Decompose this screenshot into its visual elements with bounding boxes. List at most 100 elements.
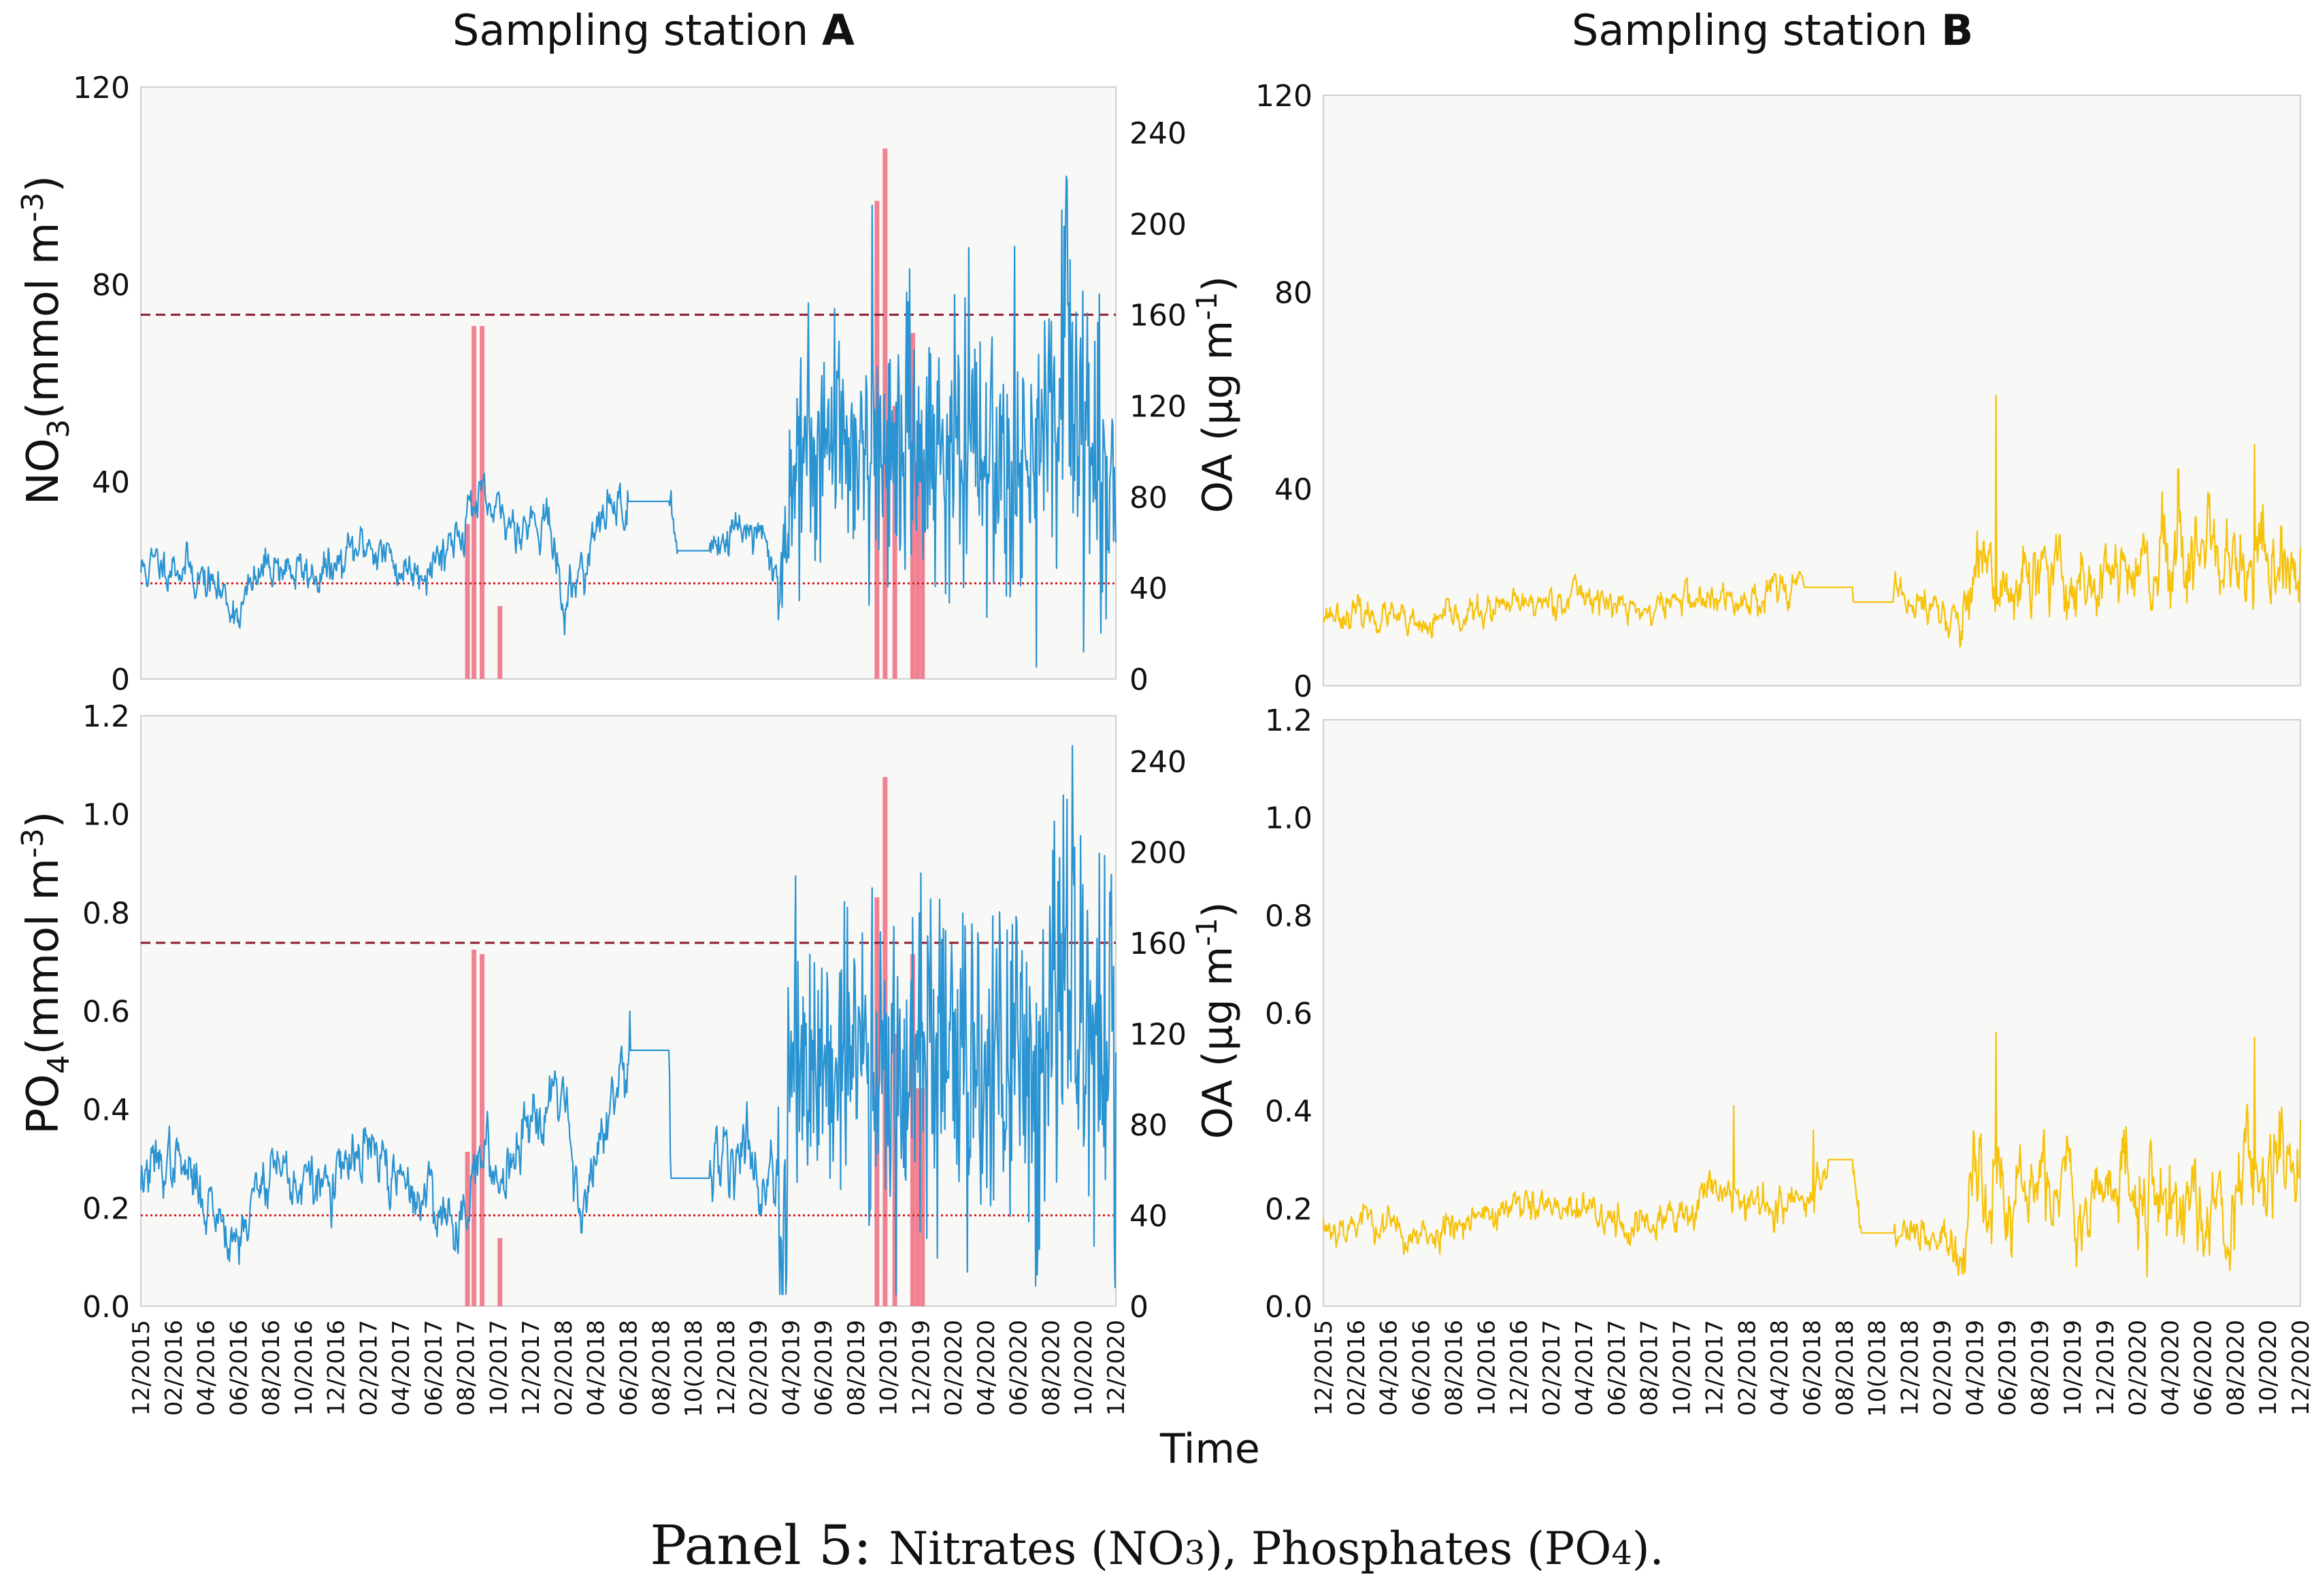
oa-bar: [920, 460, 925, 679]
figure-caption: Panel 5: Nitrates (NO3), Phosphates (PO4…: [650, 1514, 1664, 1577]
y-tick-label: 0.8: [1265, 899, 1312, 933]
oa-bar: [920, 1088, 925, 1306]
x-tick-label: 04/2020: [2158, 1320, 2185, 1416]
x-tick-label: 12/2017: [1701, 1320, 1728, 1416]
series-line: [139, 745, 1117, 1295]
x-tick-label: 12/2018: [713, 1320, 740, 1416]
x-tick-label: 10/2017: [1669, 1320, 1696, 1416]
x-tick-label: 08/2020: [2222, 1320, 2249, 1416]
x-tick-label: 04/2016: [1376, 1320, 1403, 1416]
x-tick-label: 12/2016: [323, 1320, 350, 1416]
y-tick-label: 40: [92, 465, 130, 500]
oa-tick-label: 0: [1129, 663, 1148, 697]
x-tick-label: 10/2017: [485, 1320, 512, 1416]
x-tick-label: 08/2019: [2027, 1320, 2054, 1416]
x-tick-label: 10/2020: [1070, 1320, 1097, 1416]
x-tick-label: 08/2017: [453, 1320, 480, 1416]
oa-bar: [497, 605, 503, 679]
oa-bar: [892, 405, 897, 679]
oa-bar: [472, 326, 477, 679]
x-tick-label: 06/2016: [225, 1320, 252, 1416]
oa-bar: [480, 954, 485, 1306]
x-tick-label: 02/2018: [1734, 1320, 1761, 1416]
x-tick-label: 06/2016: [1408, 1320, 1436, 1416]
axis-labels: NO3(mmol m-3) PO4(mmol m-3) OA (µg m-1) …: [16, 176, 1242, 1140]
x-tick-label: 12/2020: [1103, 1320, 1130, 1416]
x-tick-label: 04/2019: [1962, 1320, 1989, 1416]
x-tick-label: 06/2017: [420, 1320, 448, 1416]
chart-po4-station-b: 0.00.20.40.60.81.01.212/2015 02/2016 04/20…: [1265, 703, 2314, 1417]
x-tick-label: 06/2019: [810, 1320, 838, 1416]
oa-bar: [465, 524, 470, 679]
x-tick-label: 06/2018: [1799, 1320, 1826, 1416]
y-tick-label: 0.0: [82, 1290, 130, 1325]
x-tick-label: 10(2018: [1864, 1320, 1891, 1417]
chart-po4-station-a: 0.0 0.2 0.4 0.6 0.8 1.0 1.2 0 40 80 120 160 200 240 12…: [82, 699, 1187, 1417]
oa-tick-label: 0: [1129, 1290, 1148, 1325]
x-tick-label: 02/2019: [1929, 1320, 1956, 1416]
x-tick-label: 02/2018: [550, 1320, 578, 1416]
x-tick-label: 08/2019: [843, 1320, 870, 1416]
y-tick-label: 0: [111, 663, 130, 697]
station-a-title: Sampling station A: [452, 5, 855, 55]
plot-area: [1323, 719, 2301, 1307]
series-line: [1322, 1031, 2302, 1278]
x-tick-label: 02/2016: [1343, 1320, 1370, 1416]
x-tick-label: 02/2017: [355, 1320, 382, 1416]
y-tick-label: 1.0: [82, 798, 130, 833]
oa-tick-label: 120: [1129, 389, 1187, 424]
x-tick-label: 02/2019: [746, 1320, 773, 1416]
station-b-title: Sampling station B: [1572, 5, 1974, 55]
x-tick-label: 08/2018: [648, 1320, 675, 1416]
oa-bar: [915, 1088, 921, 1306]
y-tick-label: 0.4: [82, 1093, 130, 1128]
y-tick-label: 0.6: [82, 995, 130, 1029]
x-tick-label: 10/2019: [2060, 1320, 2087, 1416]
x-tick-label: 06/2020: [2189, 1320, 2217, 1416]
oa-tick-label: 40: [1129, 571, 1168, 606]
x-tick-label: 10(2018: [680, 1320, 708, 1417]
x-tick-label: 06/2018: [616, 1320, 643, 1416]
x-tick-label: 08/2017: [1636, 1320, 1664, 1416]
oa-tick-label: 240: [1129, 116, 1187, 151]
x-tick-label: 10/2019: [876, 1320, 903, 1416]
x-tick-label: 12/2019: [2092, 1320, 2119, 1416]
y-tick-label: 1.2: [1265, 703, 1312, 738]
y-tick-label: 0.0: [1265, 1290, 1312, 1325]
x-tick-label: 04/2017: [388, 1320, 415, 1416]
oa-bar: [472, 949, 477, 1306]
oa-tick-label: 40: [1129, 1199, 1168, 1233]
x-tick-label: 04/2018: [583, 1320, 610, 1416]
oa-tick-label: 240: [1129, 745, 1187, 780]
x-tick-label: 04/2016: [193, 1320, 220, 1416]
oa-tick-label: 160: [1129, 299, 1187, 333]
y-tick-label: 0.8: [82, 896, 130, 931]
oa-tick-label: 80: [1129, 1108, 1168, 1143]
oa-bar: [882, 148, 888, 679]
y-tick-label: 120: [73, 71, 130, 105]
y-tick-label: 0.4: [1265, 1095, 1312, 1129]
no3-axis-label: NO3(mmol m-3): [16, 176, 76, 505]
series-line: [1322, 395, 2302, 648]
series-line: [139, 176, 1117, 668]
x-tick-label: 06/2017: [1604, 1320, 1631, 1416]
x-tick-label: 08/2020: [1038, 1320, 1065, 1416]
x-axis-title: Time: [1160, 1425, 1260, 1473]
x-tick-label: 12/2017: [518, 1320, 545, 1416]
y-tick-label: 80: [92, 268, 130, 303]
oa-axis-label-top: OA (µg m-1): [1190, 276, 1242, 514]
x-tick-label: 06/2020: [1006, 1320, 1033, 1416]
x-tick-label: 02/2016: [161, 1320, 188, 1416]
x-tick-label: 10/2016: [291, 1320, 318, 1416]
x-tick-label: 04/2017: [1571, 1320, 1598, 1416]
x-tick-label: 10/2020: [2255, 1320, 2282, 1416]
x-tick-label: 06/2019: [1994, 1320, 2021, 1416]
y-tick-label: 120: [1255, 79, 1312, 114]
x-tick-label: 08/2016: [1440, 1320, 1468, 1416]
x-tick-label: 08/2018: [1832, 1320, 1859, 1416]
y-tick-label: 80: [1274, 276, 1312, 310]
oa-tick-label: 200: [1129, 835, 1187, 870]
x-tick-label: 04/2019: [778, 1320, 805, 1416]
y-tick-label: 40: [1274, 473, 1312, 508]
